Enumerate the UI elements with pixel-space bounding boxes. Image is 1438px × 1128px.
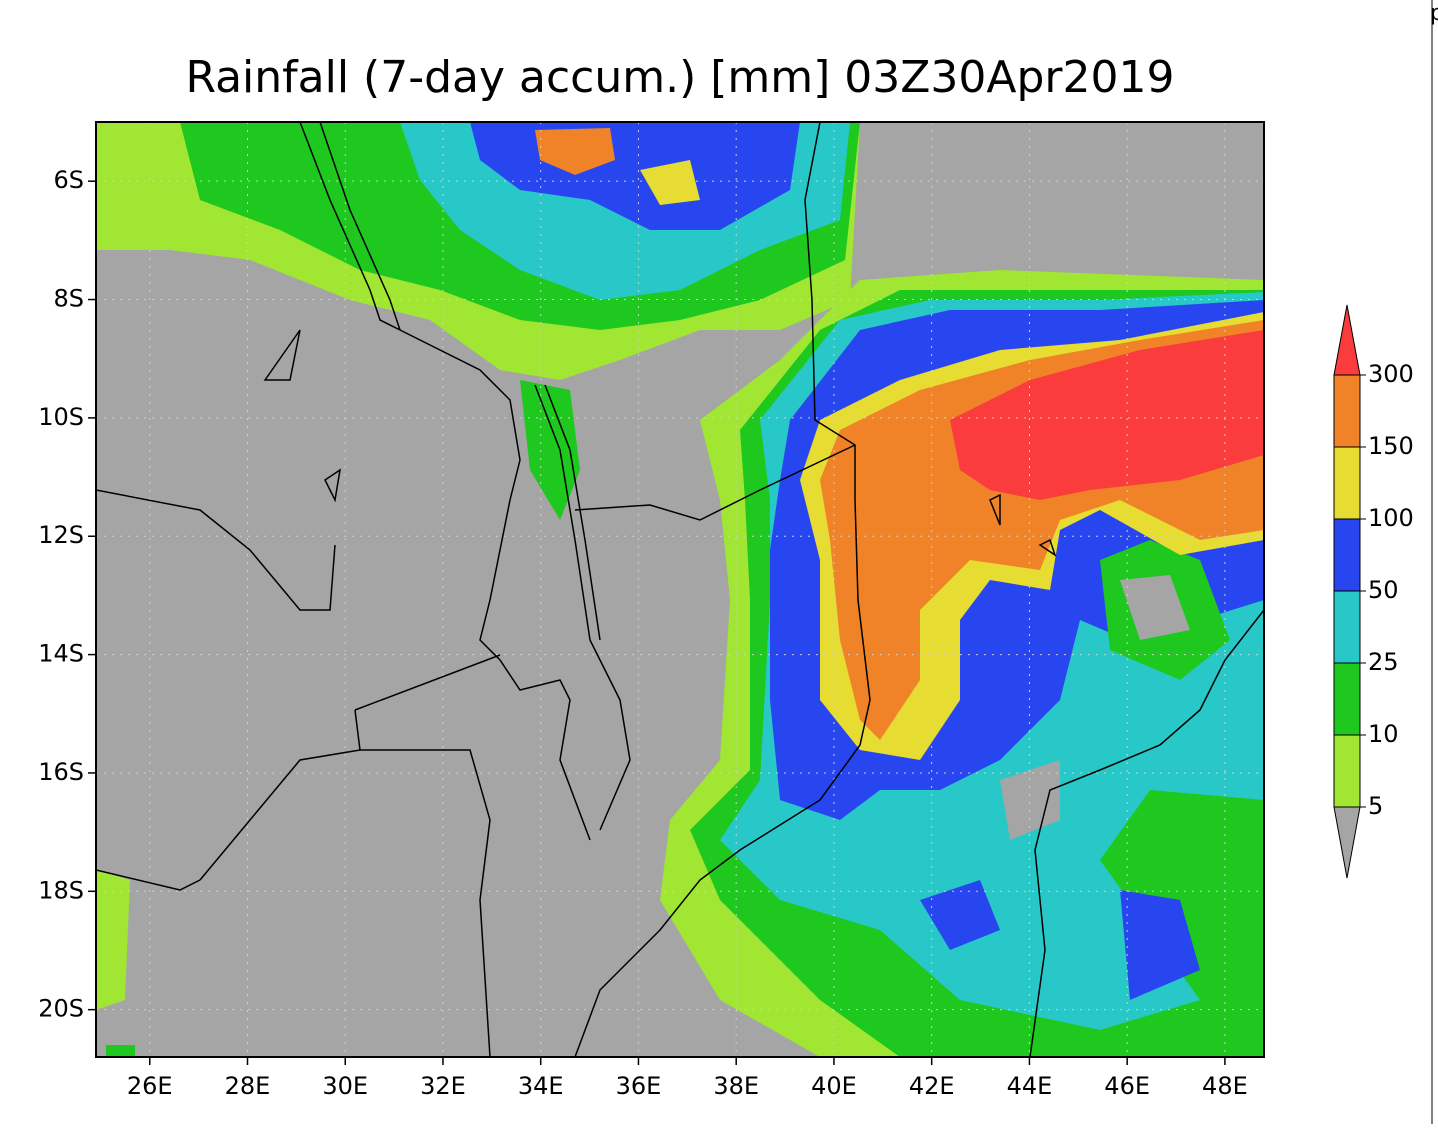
grid xyxy=(96,122,1264,1057)
lon-tick-label: 38E xyxy=(713,1072,759,1100)
colorbar-arrow xyxy=(1333,806,1361,879)
lat-tick-label: 12S xyxy=(38,521,84,549)
lon-tick-label: 26E xyxy=(127,1072,173,1100)
axes: 26E 28E 30E 32E 34E 36E 38E 40E 42E 44E 46E 48E 6S 8S… xyxy=(38,166,1248,1100)
lat-tick-label: 6S xyxy=(53,166,84,194)
rain-area xyxy=(950,330,1264,500)
colorbar-label: 100 xyxy=(1368,504,1414,532)
lon-tick-label: 32E xyxy=(420,1072,466,1100)
lon-tick-label: 34E xyxy=(518,1072,564,1100)
colorbar-label: 50 xyxy=(1368,576,1399,604)
lat-tick-label: 16S xyxy=(38,758,84,786)
colorbar-arrow xyxy=(1333,304,1361,376)
lake xyxy=(299,122,401,331)
lat-tick-label: 14S xyxy=(38,640,84,668)
lon-tick-label: 40E xyxy=(811,1072,857,1100)
lon-tick-label: 46E xyxy=(1104,1072,1150,1100)
rain-area xyxy=(106,1045,135,1057)
island xyxy=(263,329,1057,557)
colorbar-label: 10 xyxy=(1368,720,1399,748)
coastline xyxy=(1029,609,1264,1057)
lon-tick-label: 44E xyxy=(1007,1072,1053,1100)
rain-area xyxy=(535,128,615,175)
lat-tick-label: 18S xyxy=(38,876,84,904)
lat-tick-label: 10S xyxy=(38,403,84,431)
colorbar-band xyxy=(1333,662,1361,736)
colorbar-band xyxy=(1333,446,1361,520)
colorbar-label: 5 xyxy=(1368,792,1383,820)
lon-tick-label: 30E xyxy=(322,1072,368,1100)
colorbar: 5 10 25 50 100 150 300 xyxy=(1333,304,1414,879)
rain-area xyxy=(640,160,700,205)
colorbar-band xyxy=(1333,734,1361,808)
no-rain-area xyxy=(1120,575,1190,640)
corner-text: p xyxy=(1430,1,1438,26)
lon-tick-label: 36E xyxy=(616,1072,662,1100)
no-rain-area xyxy=(1000,760,1060,840)
lon-tick-label: 48E xyxy=(1202,1072,1248,1100)
map-title: Rainfall (7-day accum.) [mm] 03Z30Apr201… xyxy=(185,52,1174,103)
lon-tick-label: 28E xyxy=(225,1072,271,1100)
rain-area xyxy=(96,870,130,1010)
rain-area xyxy=(520,380,580,520)
map-field xyxy=(96,122,1264,1057)
rain-area xyxy=(1120,890,1200,1000)
colorbar-label: 150 xyxy=(1368,432,1414,460)
lake xyxy=(534,384,631,831)
colorbar-band xyxy=(1333,518,1361,592)
coastline xyxy=(574,122,871,1057)
lat-tick-label: 20S xyxy=(38,995,84,1023)
coastlines xyxy=(96,122,1264,1057)
colorbar-label: 300 xyxy=(1368,360,1414,388)
map-frame xyxy=(95,121,1265,1058)
lon-tick-label: 42E xyxy=(909,1072,955,1100)
colorbar-label: 25 xyxy=(1368,648,1399,676)
colorbar-band xyxy=(1333,590,1361,664)
lat-tick-label: 8S xyxy=(53,285,84,313)
rain-area xyxy=(920,880,1000,950)
border xyxy=(96,329,856,1057)
colorbar-band xyxy=(1333,374,1361,448)
